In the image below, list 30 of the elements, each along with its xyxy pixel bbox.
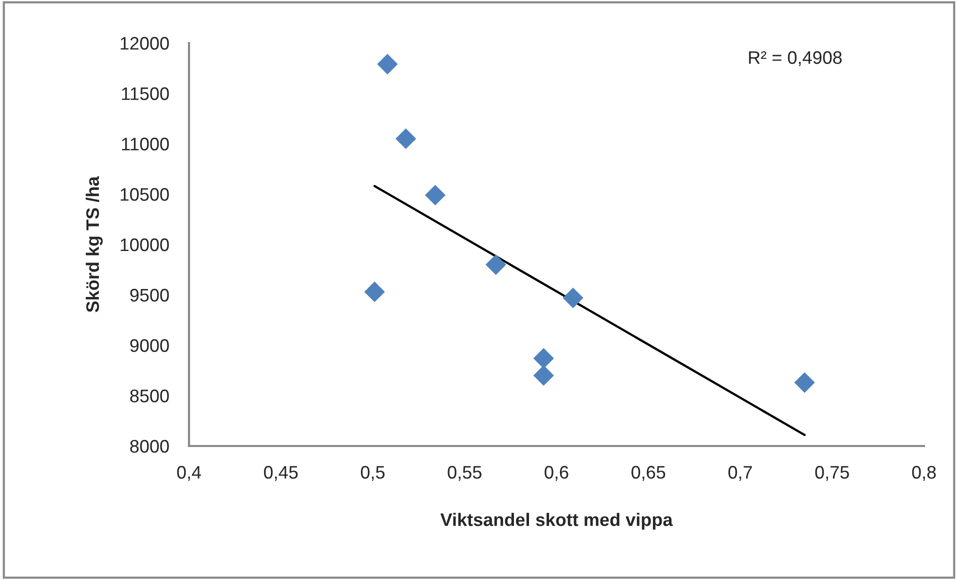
point [377, 54, 398, 74]
y-tick-label: 12000 [120, 36, 169, 50]
point [424, 184, 446, 206]
x-tick-label: 0,5 [360, 466, 385, 481]
x-tick-label: 0,75 [815, 466, 849, 481]
y-tick-label: 8500 [130, 390, 169, 402]
y-tick-label: 8000 [130, 440, 169, 453]
x-axis-title: Viktsandel skott med vippa [440, 512, 673, 530]
x-tick-label: 0,65 [632, 466, 666, 481]
point [364, 282, 385, 302]
point [794, 372, 815, 393]
point [486, 254, 506, 275]
point [533, 365, 554, 386]
point [396, 128, 416, 150]
y-tick-label: 11000 [122, 138, 169, 150]
point [562, 288, 584, 308]
x-tick-label: 0,4 [177, 466, 202, 481]
annotation: R² = 0,4908 [749, 51, 842, 66]
y-tick-label: 10500 [120, 188, 169, 201]
x-tick-label: 0,8 [912, 466, 936, 481]
y-tick-label: 10000 [120, 238, 169, 252]
y-axis-title: Skörd kg TS /ha [86, 176, 103, 312]
point [533, 348, 554, 369]
x-tick-label: 0,7 [728, 466, 752, 481]
x-tick-label: 0,55 [448, 466, 482, 481]
y-tick-label: 9500 [130, 288, 169, 302]
x-tick-label: 0,45 [264, 466, 298, 481]
y-tick-label: 11500 [122, 87, 169, 100]
x-tick-label: 0,6 [544, 466, 568, 481]
y-tick-label: 9000 [130, 339, 169, 352]
